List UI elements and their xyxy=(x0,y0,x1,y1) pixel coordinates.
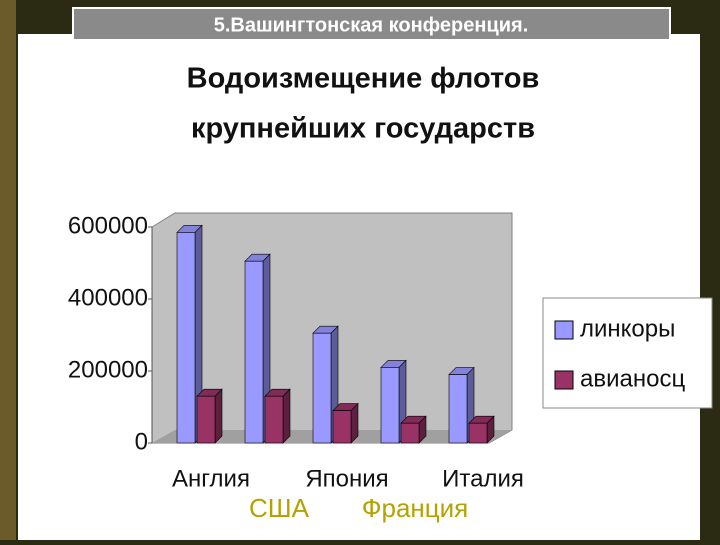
legend-swatch xyxy=(554,320,574,340)
x-tick-label: Италия xyxy=(442,465,524,492)
y-tick-label: 400000 xyxy=(68,284,148,311)
legend-label: линкоры xyxy=(580,315,675,342)
x-tick-label: Япония xyxy=(305,465,388,492)
legend-label: авианосц xyxy=(580,365,685,392)
bar xyxy=(380,367,400,444)
bar xyxy=(196,395,216,444)
bar xyxy=(468,422,488,444)
bar xyxy=(176,232,196,444)
y-tick-label: 200000 xyxy=(68,356,148,383)
bar-side xyxy=(282,388,291,444)
legend-box xyxy=(542,297,713,409)
bar xyxy=(312,332,332,444)
bar-side xyxy=(350,402,359,444)
bar xyxy=(264,395,284,444)
bar xyxy=(400,422,420,444)
x-tick-label: Франция xyxy=(362,493,469,523)
legend-swatch xyxy=(554,370,574,390)
banner-title: 5.Вашингтонская конференция. xyxy=(214,14,529,36)
decor-strip xyxy=(0,0,16,540)
y-tick-label: 600000 xyxy=(68,212,148,239)
x-tick-label: США xyxy=(249,493,310,523)
bar xyxy=(244,260,264,444)
x-tick-label: Англия xyxy=(172,465,250,492)
banner xyxy=(72,7,671,41)
y-tick-label: 0 xyxy=(135,428,148,455)
bar-side xyxy=(214,388,223,444)
chart-title: Водоизмещение флотов xyxy=(187,63,540,95)
chart-title: крупнейших государств xyxy=(191,113,535,145)
bar xyxy=(332,410,352,444)
bar xyxy=(448,374,468,444)
